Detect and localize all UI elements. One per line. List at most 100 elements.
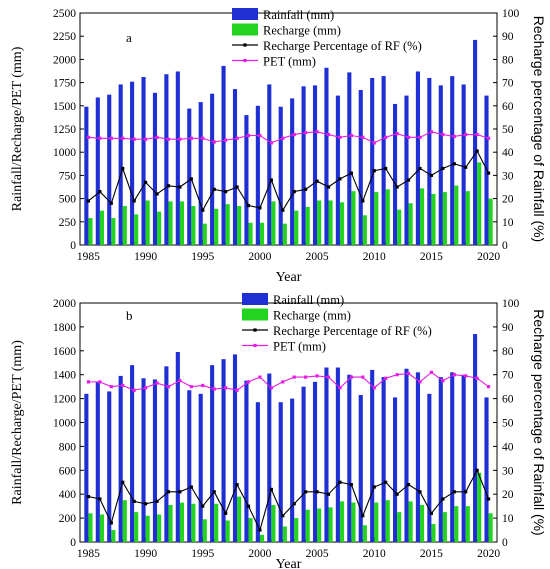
rainfall-bar [152,92,158,245]
rainfall-bar [175,71,180,246]
y-right-tick-label: 40 [502,147,514,159]
pet-mm-point [235,388,239,392]
x-tick-label: 1985 [77,548,100,560]
rainfall-bar [221,359,226,542]
recharge-percentage-of-rf-point [372,169,376,173]
legend-swatch-rainfall-mm [232,8,258,20]
pet-mm-point [189,136,193,140]
recharge-bar [134,512,139,542]
rainfall-bar [404,368,409,542]
recharge-bar [282,526,287,542]
rainfall-bar [175,351,180,542]
recharge-percentage-of-rf-point [281,208,285,212]
recharge-percentage-of-rf-point [269,487,273,492]
y-tick-label: 1000 [53,418,76,430]
rainfall-bar [427,393,432,542]
pet-mm-point [361,375,365,379]
pet-mm-point [269,141,273,145]
recharge-bar [122,500,127,542]
rainfall-bar [187,390,192,542]
rainfall-bar [232,89,238,245]
recharge-bar [168,201,173,245]
pet-mm-point [281,136,285,140]
recharge-percentage-of-rf-point [178,185,182,189]
x-tick-label: 2020 [477,548,500,560]
recharge-bar [259,222,265,245]
rainfall-bar [95,97,100,245]
x-tick-label: 2010 [363,548,386,560]
y-right-tick-label: 30 [502,170,514,182]
recharge-percentage-of-rf-point [189,177,193,181]
recharge-bar [168,504,173,542]
recharge-percentage-of-rf-point [224,190,228,194]
recharge-percentage-of-rf-point [132,199,136,203]
recharge-percentage-of-rf-point [464,490,468,494]
recharge-bar [328,200,333,245]
recharge-percentage-of-rf-point [178,490,182,494]
x-tick-label: 1990 [134,251,157,263]
rainfall-bar [118,375,123,542]
rainfall-bar [370,369,375,542]
legend-marker-pet-mm [243,58,247,63]
recharge-percentage-of-rf-point [361,514,365,518]
legend-label-recharge-percentage-of-rf: Recharge Percentage of RF (%) [263,39,422,53]
recharge-bar [225,204,230,245]
rainfall-bar [404,95,409,245]
recharge-bar [419,188,425,245]
y-right-tick-label: 90 [502,31,514,43]
legend-label-recharge-percentage-of-rf: Recharge Percentage of RF (%) [273,324,432,338]
recharge-bar [282,223,287,245]
recharge-bar [191,206,196,245]
pet-mm-point [178,137,182,141]
recharge-percentage-of-rf-point [201,208,205,212]
rainfall-bar [95,381,100,542]
recharge-bar [88,218,93,245]
x-tick-label: 1995 [191,251,214,263]
recharge-bar [134,214,139,245]
rainfall-bar [232,354,238,542]
pet-mm-point [395,373,399,377]
recharge-bar [317,200,322,245]
y-tick-label: 1250 [53,124,76,136]
recharge-bar [477,472,482,542]
recharge-bar [454,506,459,542]
rainfall-bar [358,395,363,542]
recharge-bar [157,514,162,542]
recharge-percentage-of-rf-point [212,187,216,191]
recharge-bar [99,210,104,245]
pet-mm-point [98,380,102,384]
recharge-percentage-of-rf-point [224,511,228,515]
pet-mm-point [464,374,468,378]
y-right-tick-label: 10 [502,513,514,525]
pet-mm-point [395,132,399,136]
recharge-percentage-of-rf-point [441,497,445,501]
recharge-bar [179,502,185,542]
x-tick-label: 1995 [191,548,214,560]
panel-label: a [126,30,132,45]
y-right-tick-label: 30 [502,465,514,477]
recharge-percentage-of-rf-point [475,468,479,472]
pet-mm-point [304,375,308,379]
recharge-bar [317,508,322,542]
pet-mm-point [224,138,228,142]
recharge-percentage-of-rf-point [143,180,148,184]
pet-mm-point [441,132,445,137]
recharge-bar [111,218,116,245]
pet-mm-point [258,133,262,138]
recharge-percentage-of-rf-point [452,162,456,166]
recharge-percentage-of-rf-point [349,483,353,487]
pet-mm-point [155,135,159,139]
pet-mm-point [349,375,353,379]
recharge-bar [339,202,345,245]
recharge-bar [271,201,276,245]
pet-mm-point [406,135,411,139]
recharge-percentage-of-rf-point [441,166,445,171]
y-right-tick-label: 50 [502,124,514,136]
y-axis-label: Rainfall/Recharge/PET (mm) [10,46,25,211]
y-tick-label: 1600 [53,346,76,358]
rainfall-bar [450,76,455,245]
rainfall-bar [255,105,260,245]
rainfall-bar [84,393,89,542]
recharge-percentage-of-rf-point [281,514,285,518]
recharge-percentage-of-rf-point [121,166,125,171]
